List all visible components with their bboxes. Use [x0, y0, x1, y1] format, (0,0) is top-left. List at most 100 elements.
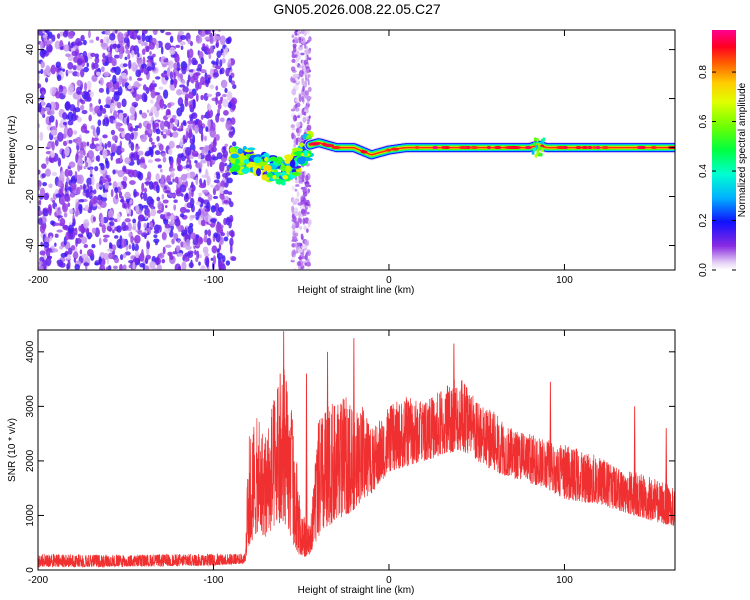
noise-band-cell [301, 78, 304, 82]
noise-cell [133, 188, 137, 198]
snr-peak [305, 373, 308, 556]
noise-cell [159, 213, 164, 220]
noise-cell [200, 114, 204, 120]
noise-cell [210, 205, 216, 213]
noise-cell [216, 252, 224, 260]
noise-band-cell [297, 46, 303, 51]
noise-cell [84, 82, 87, 92]
noise-cell [88, 192, 93, 196]
noise-cell [51, 86, 57, 96]
noise-cell [195, 162, 203, 169]
noise-cell [94, 57, 100, 64]
noise-cell [54, 242, 57, 247]
noise-cell [100, 215, 105, 226]
noise-cell [50, 220, 55, 226]
noise-band-cell [292, 201, 298, 205]
noise-cell [180, 103, 185, 113]
colorbar-tick-label: 0.8 [698, 65, 709, 79]
noise-cell [203, 114, 207, 119]
noise-cell [146, 241, 151, 250]
noise-cell [169, 35, 174, 43]
noise-cell [105, 174, 109, 180]
noise-cell [182, 86, 189, 94]
noise-cell [77, 174, 84, 185]
onset-cell [299, 142, 305, 148]
noise-cell [148, 137, 153, 143]
noise-cell [112, 244, 117, 251]
noise-cell [113, 119, 117, 124]
noise-cell [212, 255, 217, 265]
noise-band-cell [302, 186, 308, 193]
noise-cell [213, 136, 217, 145]
noise-cell [79, 205, 83, 215]
noise-band-cell [306, 203, 311, 207]
noise-cell [191, 57, 197, 66]
noise-cell [207, 193, 213, 201]
noise-cell [132, 223, 137, 227]
noise-cell [65, 69, 69, 77]
noise-cell [206, 237, 212, 246]
noise-band-cell [304, 108, 307, 113]
noise-cell [174, 53, 180, 63]
artifact-cell [533, 137, 537, 142]
noise-cell [129, 126, 134, 132]
onset-cell [241, 168, 250, 174]
noise-cell [143, 187, 148, 193]
noise-cell [63, 44, 70, 52]
noise-cell [102, 52, 106, 59]
noise-cell [72, 221, 75, 227]
noise-cell [150, 99, 154, 104]
noise-band-cell [294, 188, 298, 192]
noise-cell [40, 61, 45, 69]
noise-cell [135, 250, 140, 259]
noise-cell [114, 66, 121, 76]
noise-cell [160, 72, 168, 78]
noise-cell [106, 248, 114, 252]
artifact-cell [535, 145, 539, 150]
noise-cell [204, 208, 210, 212]
noise-cell [175, 190, 182, 197]
onset-cell [284, 159, 291, 164]
noise-cell [79, 184, 83, 190]
noise-cell [156, 196, 161, 202]
onset-cell [264, 157, 269, 162]
spectrogram-cells [38, 30, 313, 270]
noise-cell [230, 97, 238, 106]
noise-cell [128, 244, 132, 250]
noise-cell [87, 236, 92, 240]
noise-band-cell [296, 191, 300, 198]
noise-cell [173, 62, 178, 70]
noise-cell [223, 200, 230, 204]
noise-cell [162, 156, 167, 163]
tone-blip [486, 146, 491, 150]
noise-cell [199, 30, 206, 37]
noise-cell [109, 33, 116, 41]
noise-cell [171, 238, 175, 245]
noise-cell [225, 67, 230, 77]
noise-cell [116, 43, 121, 49]
noise-cell [83, 166, 87, 170]
noise-cell [77, 57, 83, 66]
noise-cell [57, 157, 62, 167]
noise-cell [230, 80, 236, 86]
noise-cell [115, 121, 121, 130]
spectrogram-frame [37, 29, 676, 271]
noise-cell [223, 109, 229, 116]
noise-cell [67, 31, 75, 39]
noise-cell [38, 260, 43, 266]
noise-cell [169, 255, 174, 261]
onset-cell [230, 153, 239, 159]
snr-y-label: SNR (10 * v/v) [7, 418, 18, 482]
noise-cell [128, 232, 132, 238]
noise-cell [124, 132, 132, 141]
noise-cell [100, 163, 105, 171]
noise-cell [209, 45, 214, 54]
noise-cell [73, 130, 78, 135]
noise-cell [179, 184, 187, 193]
noise-cell [65, 182, 69, 189]
noise-cell [221, 58, 226, 64]
noise-cell [207, 119, 212, 129]
noise-cell [200, 219, 206, 227]
noise-cell [109, 221, 115, 227]
